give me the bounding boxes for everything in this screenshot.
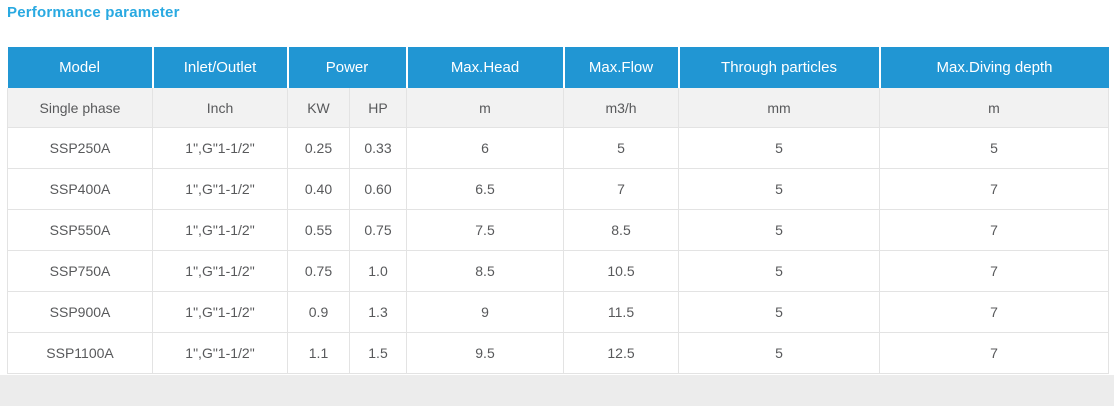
page-footer-strip [0, 375, 1114, 406]
column-header: Inlet/Outlet [151, 47, 288, 88]
table-cell: SSP1100A [7, 332, 153, 374]
column-header: Max.Diving depth [878, 47, 1109, 88]
table-cell: 5 [879, 127, 1109, 169]
table-cell: 0.55 [287, 209, 350, 251]
column-header: Max.Head [405, 47, 564, 88]
table-cell: 5 [678, 127, 880, 169]
table-row: SSP250A 1",G"1-1/2" 0.25 0.33 6 5 5 5 [7, 127, 1109, 169]
table-cell: SSP750A [7, 250, 153, 292]
table-cell: 1",G"1-1/2" [152, 127, 288, 169]
column-header: Model [7, 47, 153, 88]
table-cell: 12.5 [563, 332, 679, 374]
table-cell: 7 [879, 209, 1109, 251]
units-cell: m3/h [563, 88, 679, 128]
table-cell: 7 [879, 332, 1109, 374]
table-cell: 0.25 [287, 127, 350, 169]
table-header-row: Model Inlet/Outlet Power Max.Head Max.Flow Th… [7, 47, 1109, 88]
table-cell: 9 [406, 291, 564, 333]
table-cell: 1.3 [349, 291, 407, 333]
table-cell: 5 [563, 127, 679, 169]
units-cell: Inch [152, 88, 288, 128]
units-cell: m [879, 88, 1109, 128]
table-cell: 6.5 [406, 168, 564, 210]
units-cell: mm [678, 88, 880, 128]
table-cell: 0.33 [349, 127, 407, 169]
table-row: SSP550A 1",G"1-1/2" 0.55 0.75 7.5 8.5 5 7 [7, 209, 1109, 251]
column-header: Max.Flow [562, 47, 679, 88]
table-cell: 1",G"1-1/2" [152, 168, 288, 210]
table-cell: 1",G"1-1/2" [152, 250, 288, 292]
table-cell: 7 [879, 291, 1109, 333]
table-cell: 7 [563, 168, 679, 210]
table-cell: 7 [879, 250, 1109, 292]
table-cell: 8.5 [406, 250, 564, 292]
table-cell: 8.5 [563, 209, 679, 251]
table-cell: 5 [678, 332, 880, 374]
table-cell: 0.60 [349, 168, 407, 210]
table-cell: 0.40 [287, 168, 350, 210]
table-body: Single phase Inch KW HP m m3/h mm m SSP250A 1",G… [7, 88, 1109, 374]
table-cell: SSP550A [7, 209, 153, 251]
units-cell: Single phase [7, 88, 153, 128]
page-title: Performance parameter [7, 4, 180, 21]
table-row: SSP900A 1",G"1-1/2" 0.9 1.3 9 11.5 5 7 [7, 291, 1109, 333]
table-cell: 1.5 [349, 332, 407, 374]
table-cell: 1",G"1-1/2" [152, 332, 288, 374]
table-cell: 10.5 [563, 250, 679, 292]
table-row: SSP400A 1",G"1-1/2" 0.40 0.60 6.5 7 5 7 [7, 168, 1109, 210]
table-header: Model Inlet/Outlet Power Max.Head Max.Flow Th… [7, 47, 1109, 88]
table-row: SSP1100A 1",G"1-1/2" 1.1 1.5 9.5 12.5 5 7 [7, 332, 1109, 374]
table-cell: SSP400A [7, 168, 153, 210]
table-cell: 5 [678, 168, 880, 210]
units-cell: m [406, 88, 564, 128]
table-cell: 1",G"1-1/2" [152, 209, 288, 251]
table-cell: 0.75 [287, 250, 350, 292]
units-cell: KW [287, 88, 350, 128]
table-cell: 5 [678, 250, 880, 292]
table-cell: 7.5 [406, 209, 564, 251]
table-cell: 11.5 [563, 291, 679, 333]
table-cell: SSP900A [7, 291, 153, 333]
units-cell: HP [349, 88, 407, 128]
table-cell: 1",G"1-1/2" [152, 291, 288, 333]
column-header: Power [286, 47, 407, 88]
table-row: SSP750A 1",G"1-1/2" 0.75 1.0 8.5 10.5 5 7 [7, 250, 1109, 292]
table-cell: 1.0 [349, 250, 407, 292]
table-cell: 1.1 [287, 332, 350, 374]
table-cell: 5 [678, 209, 880, 251]
table-cell: 0.9 [287, 291, 350, 333]
table-cell: SSP250A [7, 127, 153, 169]
table-cell: 7 [879, 168, 1109, 210]
performance-parameter-table: Model Inlet/Outlet Power Max.Head Max.Flow Th… [7, 47, 1109, 374]
column-header: Through particles [677, 47, 880, 88]
table-cell: 6 [406, 127, 564, 169]
table-cell: 0.75 [349, 209, 407, 251]
table-units-row: Single phase Inch KW HP m m3/h mm m [7, 88, 1109, 128]
table-cell: 5 [678, 291, 880, 333]
table-cell: 9.5 [406, 332, 564, 374]
